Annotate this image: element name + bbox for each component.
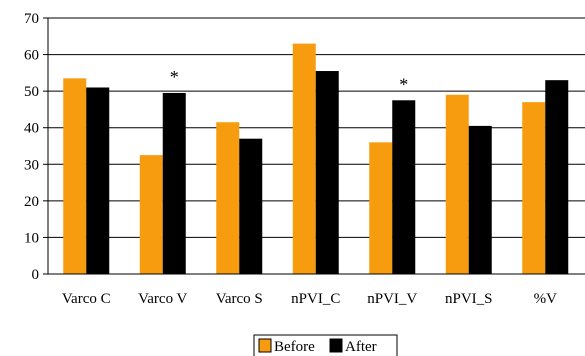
bar-before-npvi-s	[445, 94, 469, 274]
axes	[43, 17, 585, 275]
bar-after-npvi-v	[392, 100, 416, 275]
bar-before--v	[522, 102, 546, 274]
y-tick-label: 30	[24, 157, 39, 173]
bar-after-varco-v	[162, 92, 186, 274]
y-tick-label: 60	[24, 48, 39, 64]
category-label: Varco V	[138, 291, 187, 307]
category-labels: Varco C Varco V Varco S nPVI_C nPVI_V nPVI_S%…	[62, 291, 557, 307]
category-label: nPVI_C	[291, 291, 340, 307]
bar-before-varco-v	[139, 155, 163, 274]
y-tick-label: 40	[24, 121, 39, 137]
significance-asterisk: *	[399, 74, 408, 94]
bar-before-varco-c	[63, 78, 87, 274]
bar-after-npvi-s	[468, 125, 492, 274]
legend-box	[253, 334, 398, 356]
category-label: Varco C	[62, 291, 111, 307]
category-label: nPVI_S	[445, 291, 493, 307]
category-label: nPVI_V	[367, 291, 417, 307]
significance-annotations: * *	[170, 67, 409, 94]
bar-after-varco-c	[86, 87, 110, 274]
bar-after-npvi-c	[315, 71, 339, 275]
legend: Before After	[253, 334, 398, 356]
bar-before-varco-s	[216, 122, 240, 274]
category-label: %V	[534, 291, 557, 307]
bar-after--v	[545, 80, 569, 275]
legend-label-after: After	[345, 339, 377, 355]
y-tick-label: 50	[24, 84, 39, 100]
legend-label-before: Before	[274, 339, 315, 355]
legend-swatch-before	[258, 338, 272, 353]
significance-asterisk: *	[170, 67, 179, 87]
legend-swatch-after	[329, 338, 343, 353]
bars	[63, 43, 569, 275]
y-tick-label: 0	[32, 267, 40, 283]
bar-before-npvi-v	[369, 142, 393, 274]
y-tick-label: 70	[24, 11, 39, 27]
y-tick-label: 10	[24, 230, 39, 246]
y-tick-label: 20	[24, 194, 39, 210]
bar-after-varco-s	[239, 138, 263, 274]
y-tick-labels: 0 10 20 30 40 50 60 70	[24, 11, 39, 283]
category-label: Varco S	[216, 291, 263, 307]
bar-before-npvi-c	[292, 43, 316, 274]
